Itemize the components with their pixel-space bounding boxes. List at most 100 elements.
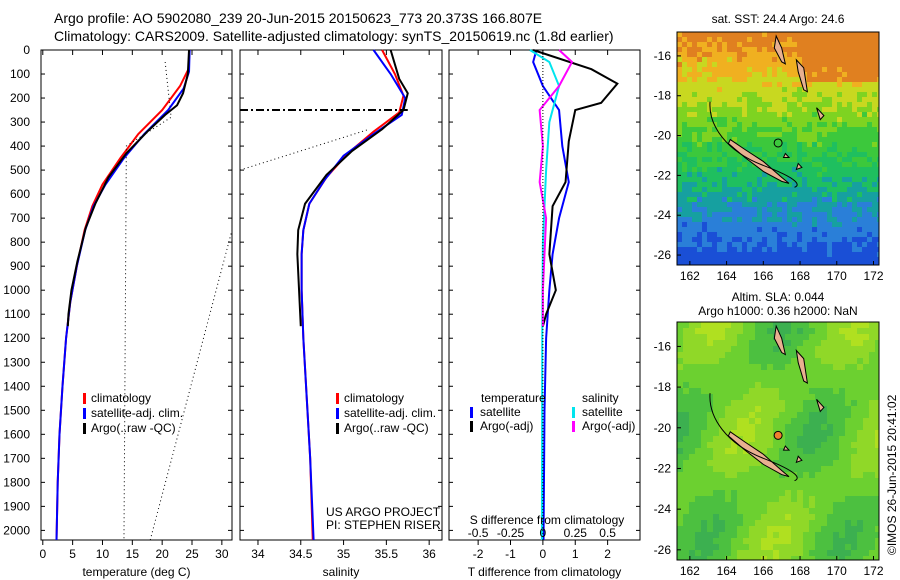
map-cell xyxy=(833,334,839,340)
map-cell xyxy=(779,370,785,376)
map-cell xyxy=(737,197,742,202)
lon-tick-label: 170 xyxy=(827,269,847,283)
map-cell xyxy=(742,127,747,132)
map-cell xyxy=(702,172,707,177)
map-cell xyxy=(677,232,682,237)
map-cell xyxy=(737,62,742,67)
map-cell xyxy=(727,137,732,142)
map-cell xyxy=(822,122,827,127)
map-cell xyxy=(697,177,702,182)
map-cell xyxy=(737,52,742,57)
map-cell xyxy=(845,340,851,346)
map-cell xyxy=(707,370,713,376)
map-cell xyxy=(803,508,809,514)
map-cell xyxy=(785,376,791,382)
map-cell xyxy=(832,137,837,142)
map-cell xyxy=(839,322,845,328)
map-cell xyxy=(862,117,867,122)
map-cell xyxy=(857,52,862,57)
map-cell xyxy=(812,87,817,92)
map-cell xyxy=(792,32,797,37)
map-cell xyxy=(762,242,767,247)
map-cell xyxy=(707,192,712,197)
map-cell xyxy=(863,406,869,412)
map-cell xyxy=(731,454,737,460)
map-cell xyxy=(731,334,737,340)
map-cell xyxy=(677,92,682,97)
map-cell xyxy=(677,47,682,52)
map-cell xyxy=(677,152,682,157)
map-cell xyxy=(677,502,683,508)
map-cell xyxy=(731,328,737,334)
map-cell xyxy=(877,202,879,207)
title-line-1: Argo profile: AO 5902080_239 20-Jun-2015… xyxy=(54,10,543,26)
map-cell xyxy=(815,430,821,436)
map-cell xyxy=(821,460,827,466)
map-cell xyxy=(833,454,839,460)
map-cell xyxy=(773,388,779,394)
map-cell xyxy=(722,32,727,37)
map-cell xyxy=(785,442,791,448)
map-cell xyxy=(832,182,837,187)
map-cell xyxy=(683,322,689,328)
map-cell xyxy=(837,182,842,187)
map-cell xyxy=(743,532,749,538)
salinity-panel: 34 34.5 35 35.5 36salinityclimatologysatelli… xyxy=(239,49,443,579)
map-cell xyxy=(802,142,807,147)
map-cell xyxy=(847,57,852,62)
map-cell xyxy=(742,197,747,202)
map-cell xyxy=(812,177,817,182)
map-cell xyxy=(725,388,731,394)
map-cell xyxy=(707,137,712,142)
map-cell xyxy=(807,42,812,47)
map-cell xyxy=(725,454,731,460)
map-cell xyxy=(777,222,782,227)
map-cell xyxy=(863,424,869,430)
map-cell xyxy=(815,364,821,370)
map-cell xyxy=(762,77,767,82)
map-cell xyxy=(707,424,713,430)
map-cell xyxy=(697,107,702,112)
map-cell xyxy=(761,334,767,340)
map-cell xyxy=(815,328,821,334)
lat-tick-label: -18 xyxy=(654,380,672,394)
legend-label: Argo(-adj) xyxy=(582,419,635,433)
map-cell xyxy=(833,460,839,466)
map-cell xyxy=(677,167,682,172)
map-cell xyxy=(761,472,767,478)
map-cell xyxy=(822,217,827,222)
map-cell xyxy=(697,97,702,102)
map-cell xyxy=(821,502,827,508)
map-cell xyxy=(712,262,717,265)
map-cell xyxy=(707,157,712,162)
map-cell xyxy=(833,436,839,442)
map-cell xyxy=(852,257,857,262)
map-cell xyxy=(867,262,872,265)
map-cell xyxy=(787,122,792,127)
map-cell xyxy=(732,97,737,102)
map-cell xyxy=(683,514,689,520)
map-cell xyxy=(737,334,743,340)
map-cell xyxy=(851,454,857,460)
map-cell xyxy=(851,334,857,340)
map-cell xyxy=(852,117,857,122)
map-cell xyxy=(827,388,833,394)
map-cell xyxy=(797,57,802,62)
map-cell xyxy=(697,127,702,132)
map-cell xyxy=(845,412,851,418)
map-cell xyxy=(737,496,743,502)
map-cell xyxy=(732,122,737,127)
map-cell xyxy=(872,172,877,177)
map-cell xyxy=(839,526,845,532)
map-cell xyxy=(791,400,797,406)
map-cell xyxy=(755,526,761,532)
map-cell xyxy=(742,42,747,47)
map-cell xyxy=(757,237,762,242)
map-cell xyxy=(797,157,802,162)
map-cell xyxy=(797,217,802,222)
map-cell xyxy=(869,472,875,478)
lon-tick-label: 166 xyxy=(753,564,773,578)
map-cell xyxy=(877,207,879,212)
map-cell xyxy=(792,262,797,265)
map-cell xyxy=(707,418,713,424)
